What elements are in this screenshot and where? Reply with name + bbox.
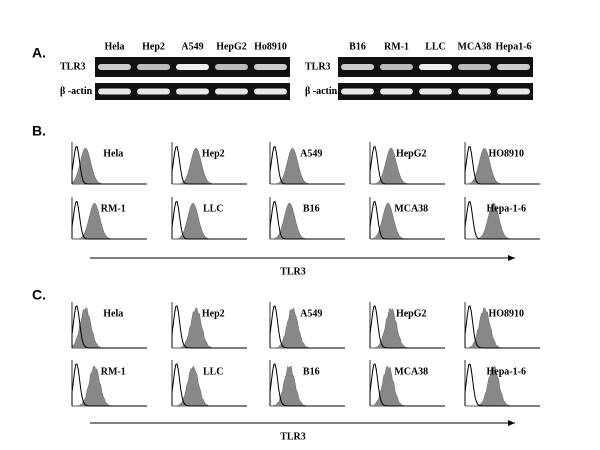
- hist-open: [171, 145, 247, 185]
- hist-open: [369, 145, 445, 185]
- gel-band: [254, 88, 287, 95]
- gel-band: [215, 88, 248, 95]
- lane-label: RM-1: [384, 41, 409, 52]
- hist-open: [71, 363, 147, 407]
- panel-label: B.: [32, 123, 46, 139]
- lane-label: Hep2: [142, 41, 165, 52]
- hist-label: LLC: [203, 366, 224, 377]
- row-label: TLR3: [305, 61, 331, 72]
- hist-label: B16: [303, 203, 320, 214]
- hist-open: [71, 145, 147, 185]
- gel-band: [497, 64, 530, 70]
- lane-label: HepG2: [216, 41, 247, 52]
- hist-label: RM-1: [101, 366, 126, 377]
- hist-open: [269, 200, 345, 240]
- gel-band: [98, 64, 131, 70]
- hist-label: Hep2: [202, 308, 225, 319]
- hist-label: HO8910: [488, 148, 524, 159]
- gel-band: [176, 88, 209, 95]
- hist-label: HepG2: [396, 308, 427, 319]
- hist-open: [171, 200, 247, 240]
- hist-label: Hep2: [202, 148, 225, 159]
- hist-label: Hepa-1-6: [487, 366, 526, 377]
- gel-band: [458, 88, 491, 95]
- hist-open: [464, 305, 540, 349]
- hist-open: [464, 363, 540, 407]
- panel-label: A.: [32, 45, 46, 61]
- gel-band: [497, 88, 530, 95]
- hist-open: [369, 200, 445, 240]
- gel-band: [380, 64, 413, 70]
- hist-label: Hela: [103, 308, 123, 319]
- hist-label: MCA38: [394, 203, 428, 214]
- gel-band: [254, 64, 287, 70]
- hist-open: [369, 305, 445, 349]
- gel-band: [137, 64, 170, 70]
- hist-label: HO8910: [488, 308, 524, 319]
- hist-open: [369, 363, 445, 407]
- lane-label: Hela: [105, 41, 125, 52]
- hist-label: RM-1: [101, 203, 126, 214]
- axis-label: TLR3: [280, 266, 306, 277]
- axis-label: TLR3: [280, 431, 306, 442]
- hist-label: MCA38: [394, 366, 428, 377]
- row-label: TLR3: [60, 61, 86, 72]
- hist-label: LLC: [203, 203, 224, 214]
- hist-open: [71, 200, 147, 240]
- row-label: β -actin: [305, 86, 338, 97]
- gel-band: [137, 88, 170, 95]
- lane-label: MCA38: [458, 41, 492, 52]
- hist-label: A549: [300, 308, 322, 319]
- hist-open: [171, 305, 247, 349]
- hist-label: HepG2: [396, 148, 427, 159]
- lane-label: A549: [181, 41, 203, 52]
- hist-open: [269, 145, 345, 185]
- gel-band: [341, 88, 374, 95]
- gel-band: [98, 88, 131, 95]
- gel-band: [176, 64, 209, 70]
- hist-open: [171, 363, 247, 407]
- hist-label: B16: [303, 366, 320, 377]
- lane-label: B16: [349, 41, 366, 52]
- lane-label: LLC: [425, 41, 446, 52]
- lane-label: Ho8910: [254, 41, 287, 52]
- hist-open: [464, 200, 540, 240]
- gel-band: [458, 64, 491, 70]
- gel-band: [419, 88, 452, 95]
- row-label: β -actin: [60, 86, 93, 97]
- hist-label: A549: [300, 148, 322, 159]
- lane-label: Hepa1-6: [495, 41, 531, 52]
- hist-open: [464, 145, 540, 185]
- hist-label: Hela: [103, 148, 123, 159]
- hist-open: [71, 305, 147, 349]
- gel-band: [341, 64, 374, 70]
- gel-band: [419, 64, 452, 70]
- hist-open: [269, 305, 345, 349]
- gel-band: [215, 64, 248, 70]
- hist-open: [269, 363, 345, 407]
- gel-band: [380, 88, 413, 95]
- hist-label: Hepa-1-6: [487, 203, 526, 214]
- panel-label: C.: [32, 287, 46, 303]
